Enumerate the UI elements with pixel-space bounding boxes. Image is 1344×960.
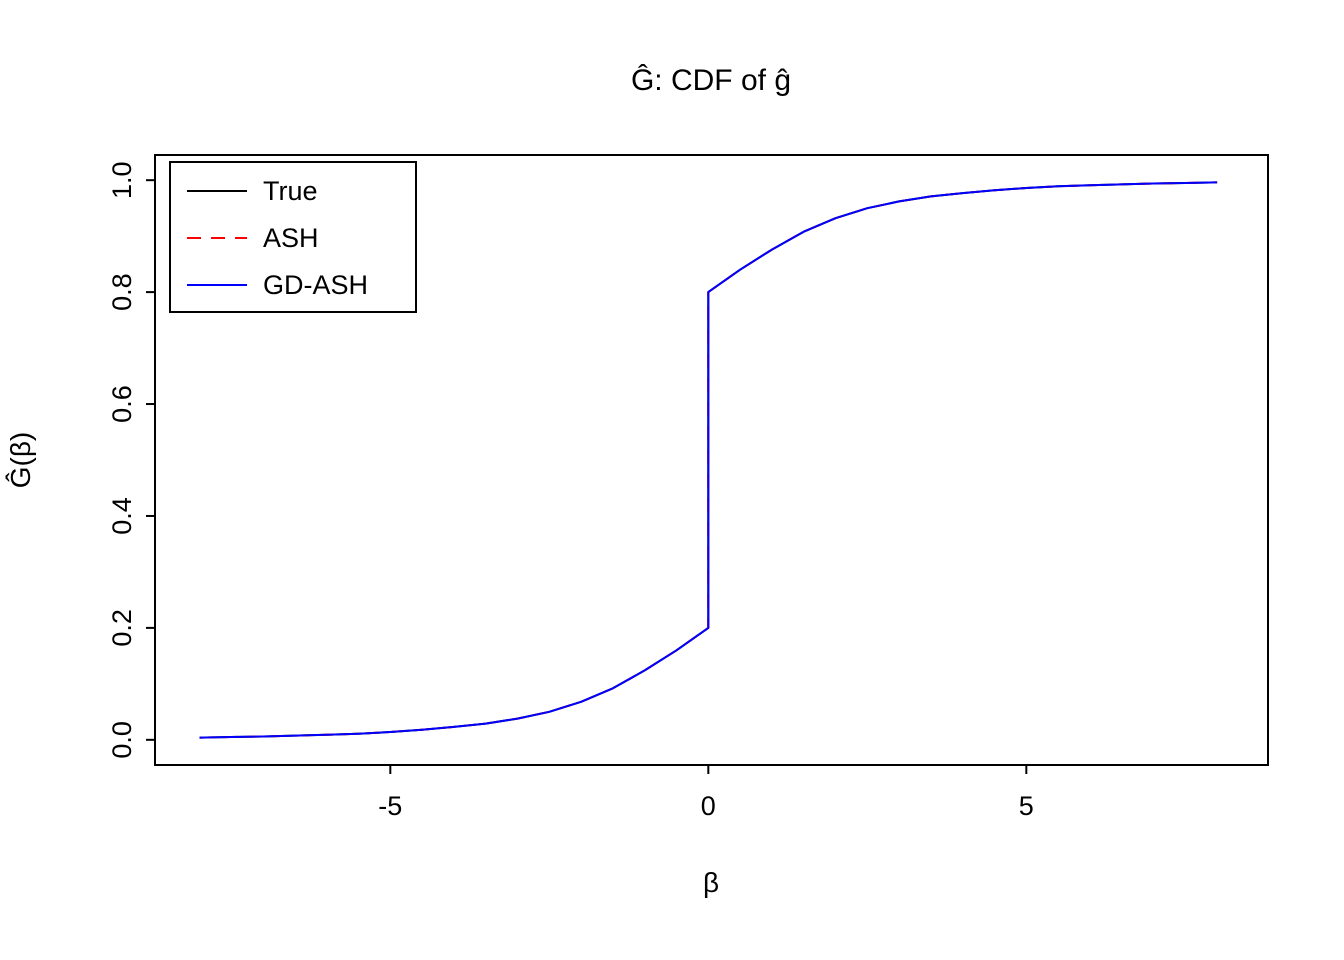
plot-title: Ĝ: CDF of ĝ: [631, 63, 791, 97]
y-tick-label: 0.2: [107, 609, 137, 647]
y-axis-label: Ĝ(β): [5, 432, 36, 489]
series-line-gd-ash: [199, 181, 1218, 739]
x-tick-label: 0: [701, 791, 716, 821]
x-axis-label: β: [703, 867, 719, 898]
plot-layer: -5 0 5 0.0 0.2 0.4 0.6 0.8 1.0 True ASH GD-ASH: [107, 161, 1218, 821]
x-tick-label: 5: [1019, 791, 1034, 821]
y-tick-label: 0.6: [107, 385, 137, 423]
plot-box: [154, 154, 1269, 766]
x-tick-label: -5: [378, 791, 402, 821]
legend-label-gd-ash: GD-ASH: [263, 270, 368, 300]
y-tick-label: 0.0: [107, 721, 137, 759]
y-tick-label: 1.0: [107, 161, 137, 199]
y-tick-label: 0.4: [107, 497, 137, 535]
y-tick-label: 0.8: [107, 273, 137, 311]
legend-label-ash: ASH: [263, 223, 319, 253]
legend-label-true: True: [263, 176, 318, 206]
